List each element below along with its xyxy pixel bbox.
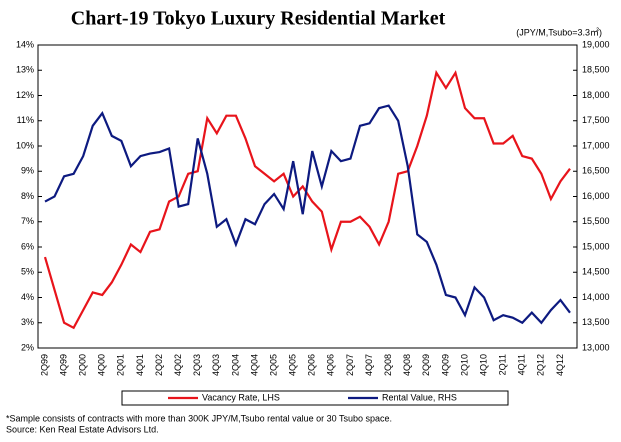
x-tick-label: 4Q11 [517, 354, 527, 375]
x-tick-label: 4Q02 [173, 354, 183, 376]
x-tick-label: 2Q06 [307, 354, 317, 376]
x-tick-label: 4Q06 [326, 354, 336, 376]
x-tick-label: 2Q01 [116, 354, 126, 376]
footnote: *Sample consists of contracts with more … [6, 413, 392, 423]
x-tick-label: 4Q04 [249, 354, 259, 376]
y2-tick-label: 13,500 [582, 317, 610, 327]
y2-tick-label: 16,000 [582, 191, 610, 201]
y2-tick-label: 13,000 [582, 342, 610, 352]
x-tick-label: 4Q08 [402, 354, 412, 376]
y2-tick-label: 16,500 [582, 166, 610, 176]
legend-box [121, 390, 509, 406]
x-tick-label: 4Q09 [440, 354, 450, 376]
x-tick-label: 2Q07 [345, 354, 355, 376]
y2-tick-label: 14,000 [582, 292, 610, 302]
y-tick-label: 3% [21, 317, 34, 327]
y-tick-label: 8% [21, 191, 34, 201]
footnote: Source: Ken Real Estate Advisors Ltd. [6, 424, 159, 434]
y2-tick-label: 14,500 [582, 267, 610, 277]
x-tick-label: 4Q12 [555, 354, 565, 376]
chart-title: Chart-19 Tokyo Luxury Residential Market [71, 8, 446, 30]
y-tick-label: 10% [16, 140, 34, 150]
x-tick-label: 2Q02 [154, 354, 164, 376]
x-tick-label: 4Q03 [211, 354, 221, 376]
unit-label: (JPY/M,Tsubo=3.3㎡) [516, 27, 602, 37]
y2-tick-label: 15,500 [582, 216, 610, 226]
y-tick-label: 6% [21, 241, 34, 251]
x-tick-label: 2Q11 [498, 354, 508, 375]
x-tick-label: 2Q05 [268, 354, 278, 376]
plot-frame [37, 44, 578, 349]
y-tick-label: 5% [21, 267, 34, 277]
y2-tick-label: 15,000 [582, 241, 610, 251]
x-tick-label: 2Q08 [383, 354, 393, 376]
x-tick-label: 2Q10 [459, 354, 469, 376]
series-line [43, 69, 571, 330]
y2-tick-label: 17,500 [582, 115, 610, 125]
series-line [44, 104, 571, 325]
y-tick-label: 12% [16, 90, 34, 100]
y-tick-label: 2% [21, 342, 34, 352]
x-tick-label: 4Q05 [288, 354, 298, 376]
legend-label: Vacancy Rate, LHS [202, 392, 280, 402]
y-tick-label: 14% [16, 39, 34, 49]
legend-label: Rental Value, RHS [382, 392, 457, 402]
y-tick-label: 11% [17, 115, 34, 125]
x-tick-label: 4Q07 [364, 354, 374, 376]
x-tick-label: 2Q04 [230, 354, 240, 376]
x-tick-label: 2Q09 [421, 354, 431, 376]
y2-tick-label: 18,000 [582, 90, 610, 100]
y-tick-label: 7% [21, 216, 34, 226]
y-tick-label: 4% [21, 292, 34, 302]
x-tick-label: 4Q00 [97, 354, 107, 376]
x-tick-label: 2Q00 [78, 354, 88, 376]
y-tick-label: 13% [16, 65, 34, 75]
x-tick-label: 2Q03 [192, 354, 202, 376]
x-tick-label: 2Q12 [536, 354, 546, 376]
x-tick-label: 4Q01 [135, 354, 145, 376]
y2-tick-label: 17,000 [582, 140, 610, 150]
y2-tick-label: 18,500 [582, 65, 610, 75]
x-tick-label: 4Q10 [478, 354, 488, 376]
x-tick-label: 4Q99 [58, 354, 68, 376]
y2-tick-label: 19,000 [582, 39, 610, 49]
y-tick-label: 9% [21, 166, 34, 176]
x-tick-label: 2Q99 [39, 354, 49, 376]
